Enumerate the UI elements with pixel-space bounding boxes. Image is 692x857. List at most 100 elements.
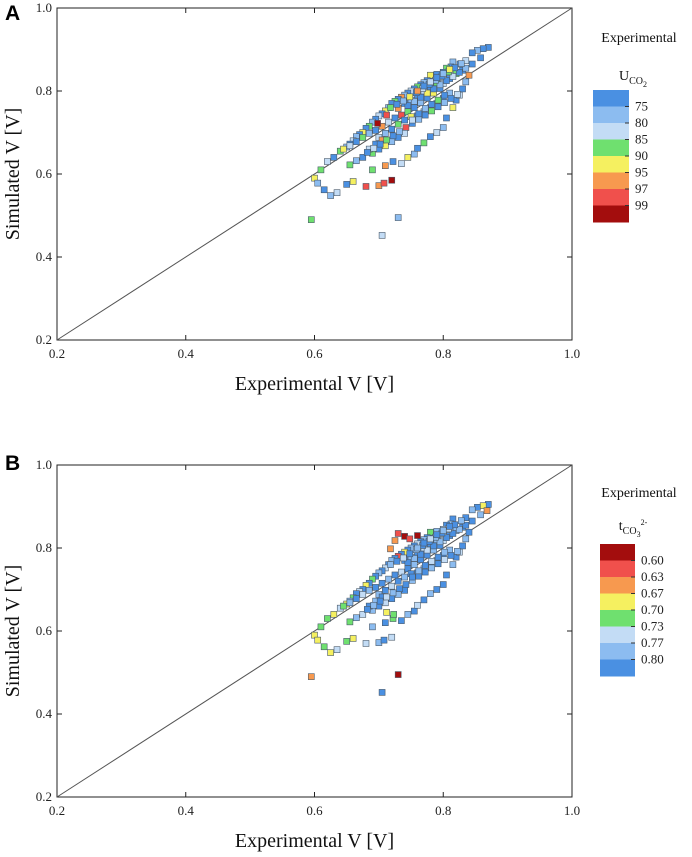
data-point	[427, 133, 434, 140]
data-point	[433, 129, 441, 136]
data-point	[433, 531, 441, 539]
data-point	[389, 132, 397, 140]
data-point	[457, 60, 465, 67]
data-point	[447, 95, 455, 102]
data-point	[468, 517, 476, 525]
data-point	[327, 192, 334, 199]
data-point	[427, 535, 434, 543]
data-point	[414, 601, 421, 609]
data-point	[343, 181, 350, 188]
data-point	[456, 69, 463, 76]
data-point	[394, 214, 402, 221]
x-axis-label: Experimental V [V]	[235, 373, 394, 395]
data-point	[414, 532, 421, 539]
y-tick-label: 0.4	[36, 706, 53, 721]
x-tick-label: 0.4	[178, 803, 195, 818]
data-point	[410, 555, 418, 562]
y-tick-label: 0.2	[36, 332, 52, 347]
panel-label: B	[5, 452, 20, 475]
data-point	[428, 100, 435, 108]
data-point	[439, 124, 447, 131]
data-point	[370, 601, 378, 609]
legend-label: 80	[635, 115, 648, 130]
data-point	[404, 102, 412, 109]
data-point	[479, 45, 487, 52]
data-point	[353, 614, 360, 622]
data-point	[443, 114, 450, 122]
data-point	[400, 554, 407, 562]
data-point	[415, 110, 423, 118]
data-point	[382, 619, 389, 627]
data-point	[428, 107, 435, 115]
data-point	[396, 585, 403, 592]
data-point	[307, 216, 315, 223]
legend-swatch	[593, 139, 629, 157]
data-point	[414, 544, 421, 552]
data-point	[441, 548, 448, 556]
data-point	[441, 99, 448, 106]
legend-label: 0.67	[641, 586, 664, 601]
data-point	[443, 77, 450, 84]
data-point	[383, 609, 390, 616]
data-point	[380, 179, 388, 187]
data-point	[404, 611, 412, 618]
data-point	[362, 640, 370, 647]
x-axis-label: Experimental V [V]	[235, 830, 394, 852]
data-point	[370, 144, 378, 152]
data-point	[383, 111, 390, 119]
legend-label: 0.73	[641, 619, 664, 634]
data-point	[439, 70, 447, 77]
panel-b: B 0.2 0.4 0.6 0.8 1.0 0.2 0.4 0.6 0.8 1.0 Experimen…	[2, 452, 677, 852]
data-point	[340, 602, 347, 610]
data-point	[376, 597, 384, 605]
data-point	[320, 643, 328, 651]
data-point	[378, 232, 386, 239]
data-point	[378, 579, 386, 587]
data-point	[468, 49, 476, 57]
data-point	[462, 64, 470, 72]
data-point	[401, 573, 408, 581]
y-tick-label: 0.8	[36, 540, 52, 555]
x-tick-label: 1.0	[564, 803, 580, 818]
data-point	[387, 545, 394, 553]
data-point	[434, 96, 442, 104]
data-point	[353, 595, 360, 602]
data-point	[427, 590, 434, 597]
data-point	[317, 623, 325, 631]
legend-label: 0.70	[641, 602, 664, 617]
data-point	[454, 91, 461, 98]
data-point	[346, 618, 354, 626]
legend-label: 95	[635, 165, 648, 180]
data-point	[446, 523, 453, 530]
scatter-points	[307, 44, 492, 239]
legend-swatch	[593, 106, 629, 124]
legend-swatch	[600, 610, 635, 627]
data-point	[483, 507, 491, 514]
data-point	[468, 506, 476, 514]
y-axis-label: Simulated V [V]	[2, 108, 24, 241]
legend-label: 97	[635, 181, 649, 196]
data-point	[436, 81, 444, 89]
legend-swatch	[600, 626, 635, 644]
data-point	[459, 542, 466, 550]
data-point	[459, 85, 466, 93]
data-point	[404, 154, 412, 161]
data-point	[374, 120, 381, 127]
data-point	[382, 587, 389, 594]
data-point	[353, 138, 360, 145]
legend-label: 0.63	[641, 569, 664, 584]
data-point	[449, 104, 457, 111]
x-tick-label: 0.2	[49, 346, 65, 361]
data-point	[409, 116, 416, 124]
legend-label: 0.60	[641, 553, 664, 568]
data-point	[454, 548, 461, 555]
data-point	[439, 581, 447, 588]
data-point	[314, 636, 322, 644]
data-point	[433, 74, 441, 82]
data-point	[359, 154, 367, 161]
data-point	[404, 559, 412, 566]
data-point	[427, 78, 434, 86]
data-point	[410, 98, 418, 105]
data-point	[307, 673, 315, 680]
